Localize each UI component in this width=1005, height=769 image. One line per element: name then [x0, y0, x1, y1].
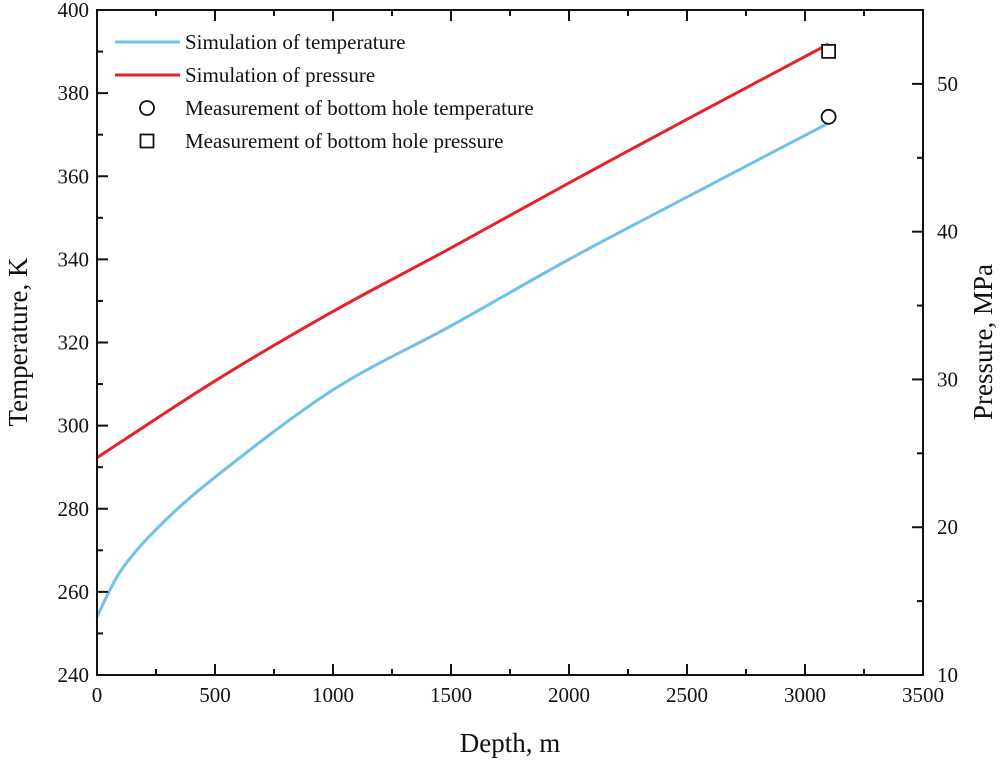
measured-pressure-point — [821, 43, 836, 59]
measured-temperature-point — [820, 108, 837, 125]
y2-tick-label: 10 — [937, 663, 958, 687]
legend-label: Simulation of temperature — [185, 30, 405, 54]
x-tick-label: 2500 — [666, 683, 708, 707]
x-tick-label: 3500 — [902, 683, 944, 707]
y-tick-label: 320 — [58, 331, 90, 355]
x-tick-label: 0 — [92, 683, 103, 707]
legend-label: Simulation of pressure — [185, 63, 375, 87]
y2-axis-label: Pressure, MPa — [968, 264, 998, 420]
y-tick-label: 280 — [58, 497, 90, 521]
legend-item: Measurement of bottom hole temperature — [139, 96, 534, 120]
x-axis-label: Depth, m — [460, 728, 561, 758]
series-line-pressure — [96, 42, 830, 460]
y2-tick-label: 20 — [937, 515, 958, 539]
x-tick-label: 3000 — [784, 683, 826, 707]
legend-item: Simulation of pressure — [115, 63, 375, 87]
x-tick-label: 2000 — [548, 683, 590, 707]
y-tick-label: 300 — [58, 414, 90, 438]
legend-square-icon — [139, 133, 155, 149]
y-tick-label: 240 — [58, 663, 90, 687]
legend-label: Measurement of bottom hole temperature — [185, 96, 534, 120]
y2-tick-label: 50 — [937, 72, 958, 96]
legend-label: Measurement of bottom hole pressure — [185, 129, 503, 153]
y2-tick-label: 30 — [937, 367, 958, 391]
legend-item: Measurement of bottom hole pressure — [139, 129, 503, 153]
y-tick-label: 380 — [58, 81, 90, 105]
y-tick-label: 260 — [58, 580, 90, 604]
legend: Simulation of temperature Simulation of p… — [115, 30, 534, 153]
y-axis-label: Temperature, K — [3, 257, 33, 427]
legend-item: Simulation of temperature — [115, 30, 405, 54]
x-tick-label: 1500 — [430, 683, 472, 707]
legend-circle-icon — [139, 100, 155, 116]
y-tick-label: 360 — [58, 164, 90, 188]
y2-tick-label: 40 — [937, 220, 958, 244]
y-tick-label: 340 — [58, 247, 90, 271]
series-line-temperature — [95, 121, 830, 618]
x-tick-label: 500 — [199, 683, 231, 707]
x-tick-label: 1000 — [312, 683, 354, 707]
y-tick-label: 400 — [58, 0, 90, 22]
